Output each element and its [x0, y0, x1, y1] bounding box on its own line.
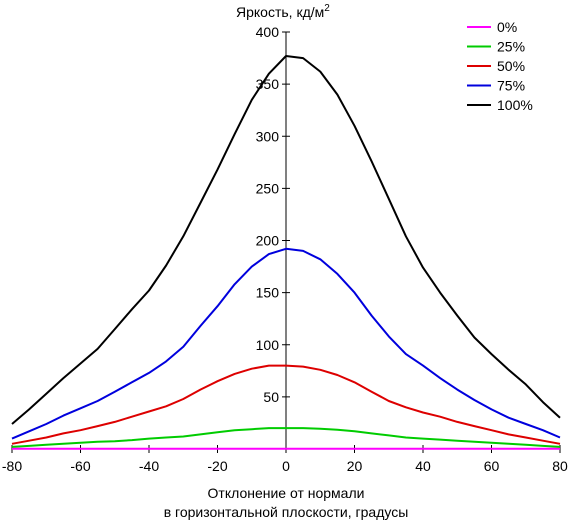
x-tick-label: -60: [70, 458, 90, 474]
y-tick-label: 100: [256, 337, 280, 353]
legend: 0% 25% 50% 75% 100%: [467, 19, 533, 113]
x-tick-label: 20: [347, 458, 363, 474]
x-tick-label: -40: [139, 458, 159, 474]
y-tick-label: 350: [256, 76, 280, 92]
series-line-25pct: [11, 427, 561, 448]
y-tick-label: 400: [256, 24, 280, 40]
series-lines: [11, 55, 561, 450]
legend-label: 0%: [497, 19, 517, 35]
legend-label: 75%: [497, 78, 525, 94]
series-line-50pct: [11, 364, 561, 445]
legend-label: 25%: [497, 39, 525, 55]
x-tick-label: 60: [484, 458, 500, 474]
y-tick-label: 250: [256, 180, 280, 196]
x-axis-title-line-2: в горизонтальной плоскости, градусы: [164, 504, 409, 520]
x-tick-label: 40: [415, 458, 431, 474]
x-tick-label: -80: [2, 458, 22, 474]
x-axis-title-line-1: Отклонение от нормали: [208, 485, 365, 501]
y-tick-label: 50: [263, 389, 279, 405]
y-tick-label: 300: [256, 128, 280, 144]
legend-label: 50%: [497, 58, 525, 74]
x-tick-label: 80: [552, 458, 568, 474]
x-tick-label: 0: [282, 458, 290, 474]
x-tick-label: -20: [207, 458, 227, 474]
y-tick-label: 150: [256, 285, 280, 301]
series-line-75pct: [11, 247, 561, 440]
series-line-100pct: [11, 55, 561, 425]
legend-label: 100%: [497, 97, 533, 113]
y-axis: 50 100 150 200 250 300 350 400: [256, 24, 290, 449]
y-axis-title: Яркость, кд/м2: [236, 3, 330, 20]
y-tick-label: 200: [256, 233, 280, 249]
